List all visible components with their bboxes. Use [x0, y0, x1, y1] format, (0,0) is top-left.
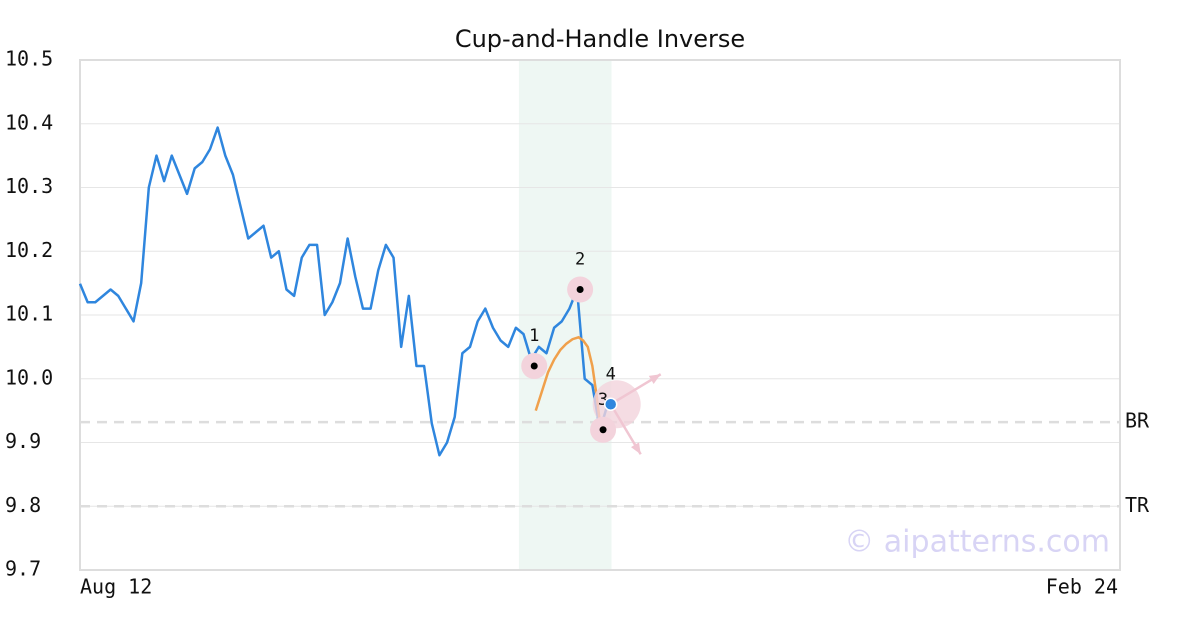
pattern-point [576, 286, 584, 293]
pattern-point [603, 397, 618, 411]
chart-title: Cup-and-Handle Inverse [455, 25, 745, 53]
y-tick-label: 10.4 [5, 110, 53, 134]
watermark: © aipatterns.com [844, 525, 1110, 560]
projection-arrow-head [648, 374, 661, 384]
point-label: 4 [606, 364, 616, 384]
pattern-point [599, 426, 607, 434]
x-tick-label: Aug 12 [80, 575, 152, 599]
point-label: 3 [598, 390, 608, 410]
point-label: 2 [575, 250, 585, 270]
y-tick-label: 10.0 [5, 365, 53, 389]
level-label: TR [1125, 493, 1150, 517]
point-label: 1 [529, 326, 539, 346]
plot-frame [79, 59, 1121, 571]
y-tick-label: 9.7 [5, 557, 41, 581]
fit-curve [534, 335, 603, 430]
y-tick-label: 10.2 [5, 238, 53, 262]
projection-arrow-head [631, 442, 641, 455]
price-line [78, 126, 609, 457]
pattern-point [530, 362, 538, 370]
y-tick-label: 9.8 [5, 493, 41, 517]
x-tick-label: Feb 24 [1046, 575, 1118, 599]
y-tick-label: 10.5 [5, 47, 53, 71]
level-label: BR [1125, 409, 1150, 433]
y-tick-label: 10.3 [5, 174, 53, 198]
y-tick-label: 10.1 [5, 302, 53, 326]
y-tick-label: 9.9 [5, 429, 41, 453]
